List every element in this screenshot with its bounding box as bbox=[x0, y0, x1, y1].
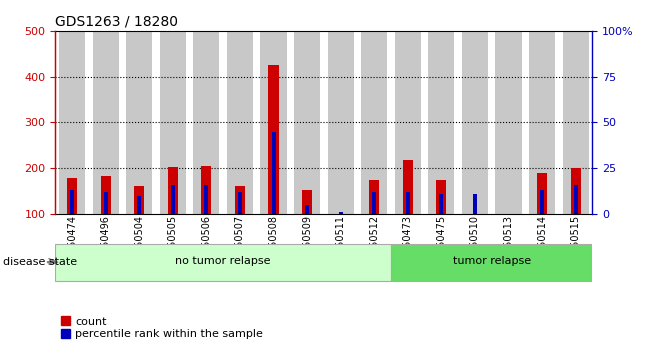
Bar bbox=[238, 192, 242, 214]
Bar bbox=[369, 180, 380, 214]
Bar bbox=[372, 192, 376, 214]
Text: GDS1263 / 18280: GDS1263 / 18280 bbox=[55, 14, 178, 29]
Bar bbox=[473, 194, 477, 214]
Bar bbox=[305, 205, 309, 214]
Bar bbox=[339, 212, 342, 214]
Text: tumor relapse: tumor relapse bbox=[452, 256, 531, 266]
Bar bbox=[428, 31, 454, 214]
Bar bbox=[294, 31, 320, 214]
Bar bbox=[59, 31, 85, 214]
Bar bbox=[361, 31, 387, 214]
Bar bbox=[439, 194, 443, 214]
Legend: count, percentile rank within the sample: count, percentile rank within the sample bbox=[61, 316, 263, 339]
Bar bbox=[204, 185, 208, 214]
Bar bbox=[574, 185, 577, 214]
Bar bbox=[302, 190, 312, 214]
Bar bbox=[101, 176, 111, 214]
Bar bbox=[171, 185, 175, 214]
Text: no tumor relapse: no tumor relapse bbox=[175, 256, 271, 266]
Bar bbox=[537, 173, 547, 214]
Bar bbox=[134, 186, 145, 214]
Bar bbox=[436, 180, 447, 214]
Bar bbox=[268, 65, 279, 214]
Bar bbox=[462, 31, 488, 214]
Bar bbox=[137, 196, 141, 214]
Bar bbox=[403, 160, 413, 214]
Bar bbox=[406, 192, 409, 214]
Bar bbox=[92, 31, 118, 214]
Bar bbox=[529, 31, 555, 214]
Bar bbox=[55, 244, 391, 281]
Bar bbox=[391, 244, 592, 281]
Bar bbox=[570, 168, 581, 214]
Bar bbox=[159, 31, 186, 214]
Bar bbox=[168, 167, 178, 214]
Bar bbox=[193, 31, 219, 214]
Bar bbox=[271, 132, 275, 214]
Bar bbox=[540, 190, 544, 214]
Bar bbox=[235, 186, 245, 214]
Bar bbox=[395, 31, 421, 214]
Bar bbox=[562, 31, 589, 214]
Bar bbox=[201, 166, 212, 214]
Bar bbox=[495, 31, 521, 214]
Bar bbox=[260, 31, 286, 214]
Bar bbox=[227, 31, 253, 214]
Text: disease state: disease state bbox=[3, 257, 77, 267]
Bar bbox=[126, 31, 152, 214]
Bar bbox=[327, 31, 353, 214]
Bar bbox=[104, 192, 107, 214]
Bar bbox=[67, 178, 77, 214]
Bar bbox=[70, 190, 74, 214]
